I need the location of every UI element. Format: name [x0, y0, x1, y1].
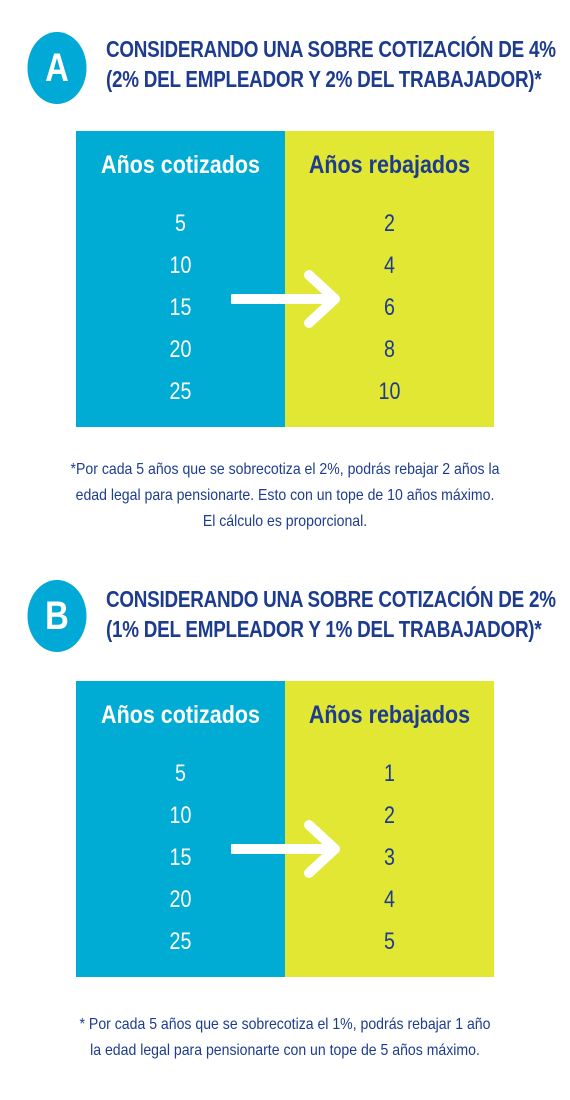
section-b-heading-line2: (1% DEL EMPLEADOR Y 1% DEL TRABAJADOR)* — [106, 616, 542, 642]
years-reduced-cell: 2 — [384, 802, 395, 829]
years-contributed-cell: 10 — [169, 252, 192, 279]
section-b-heading-line1: CONSIDERANDO UNA SOBRE COTIZACIÓN DE 2% — [106, 586, 556, 612]
footnote-line: la edad legal para pensionarte con un to… — [90, 1042, 480, 1059]
years-reduced-cell: 2 — [384, 210, 395, 237]
section-b-footnote: * Por cada 5 años que se sobrecotiza el … — [0, 1012, 570, 1064]
section-a-heading-line2: (2% DEL EMPLEADOR Y 2% DEL TRABAJADOR)* — [106, 66, 542, 92]
section-a-heading-line1: CONSIDERANDO UNA SOBRE COTIZACIÓN DE 4% — [106, 36, 556, 62]
section-a-footnote: *Por cada 5 años que se sobrecotiza el 2… — [0, 457, 570, 535]
footnote-line: El cálculo es proporcional. — [202, 513, 368, 530]
footnote-line: edad legal para pensionarte. Esto con un… — [75, 487, 495, 504]
years-contributed-column: Años cotizados 5 10 15 20 25 — [76, 131, 285, 427]
years-reduced-header: Años rebajados — [308, 151, 471, 179]
section-a-badge: A — [27, 32, 87, 104]
years-contributed-cell: 10 — [169, 802, 192, 829]
years-reduced-cell: 4 — [384, 252, 395, 279]
arrow-right-icon — [231, 270, 340, 328]
years-contributed-cell: 25 — [169, 378, 192, 405]
section-b-table: Años cotizados 5 10 15 20 25 Años rebaja… — [76, 681, 494, 977]
footnote-line: * Por cada 5 años que se sobrecotiza el … — [79, 1016, 491, 1033]
section-b-heading: CONSIDERANDO UNA SOBRE COTIZACIÓN DE 2% … — [106, 584, 556, 644]
arrow-right-icon — [231, 820, 340, 878]
years-reduced-cell: 10 — [378, 378, 401, 405]
years-reduced-cell: 5 — [384, 928, 395, 955]
footnote-line: *Por cada 5 años que se sobrecotiza el 2… — [70, 461, 500, 478]
section-a-heading: CONSIDERANDO UNA SOBRE COTIZACIÓN DE 4% … — [106, 34, 556, 94]
section-b-badge: B — [27, 580, 87, 652]
years-reduced-cell: 3 — [384, 844, 395, 871]
years-reduced-header: Años rebajados — [308, 701, 471, 729]
section-a-table: Años cotizados 5 10 15 20 25 Años rebaja… — [76, 131, 494, 427]
years-contributed-cell: 15 — [169, 294, 192, 321]
years-contributed-cell: 20 — [169, 886, 192, 913]
years-contributed-header: Años cotizados — [101, 151, 260, 179]
years-reduced-cell: 1 — [384, 760, 395, 787]
years-reduced-cell: 4 — [384, 886, 395, 913]
years-reduced-cell: 8 — [384, 336, 395, 363]
years-contributed-column: Años cotizados 5 10 15 20 25 — [76, 681, 285, 977]
years-contributed-cell: 5 — [175, 210, 186, 237]
years-contributed-cell: 25 — [169, 928, 192, 955]
years-contributed-cell: 5 — [175, 760, 186, 787]
years-contributed-cell: 20 — [169, 336, 192, 363]
years-reduced-cell: 6 — [384, 294, 395, 321]
years-contributed-cell: 15 — [169, 844, 192, 871]
years-contributed-header: Años cotizados — [101, 701, 260, 729]
